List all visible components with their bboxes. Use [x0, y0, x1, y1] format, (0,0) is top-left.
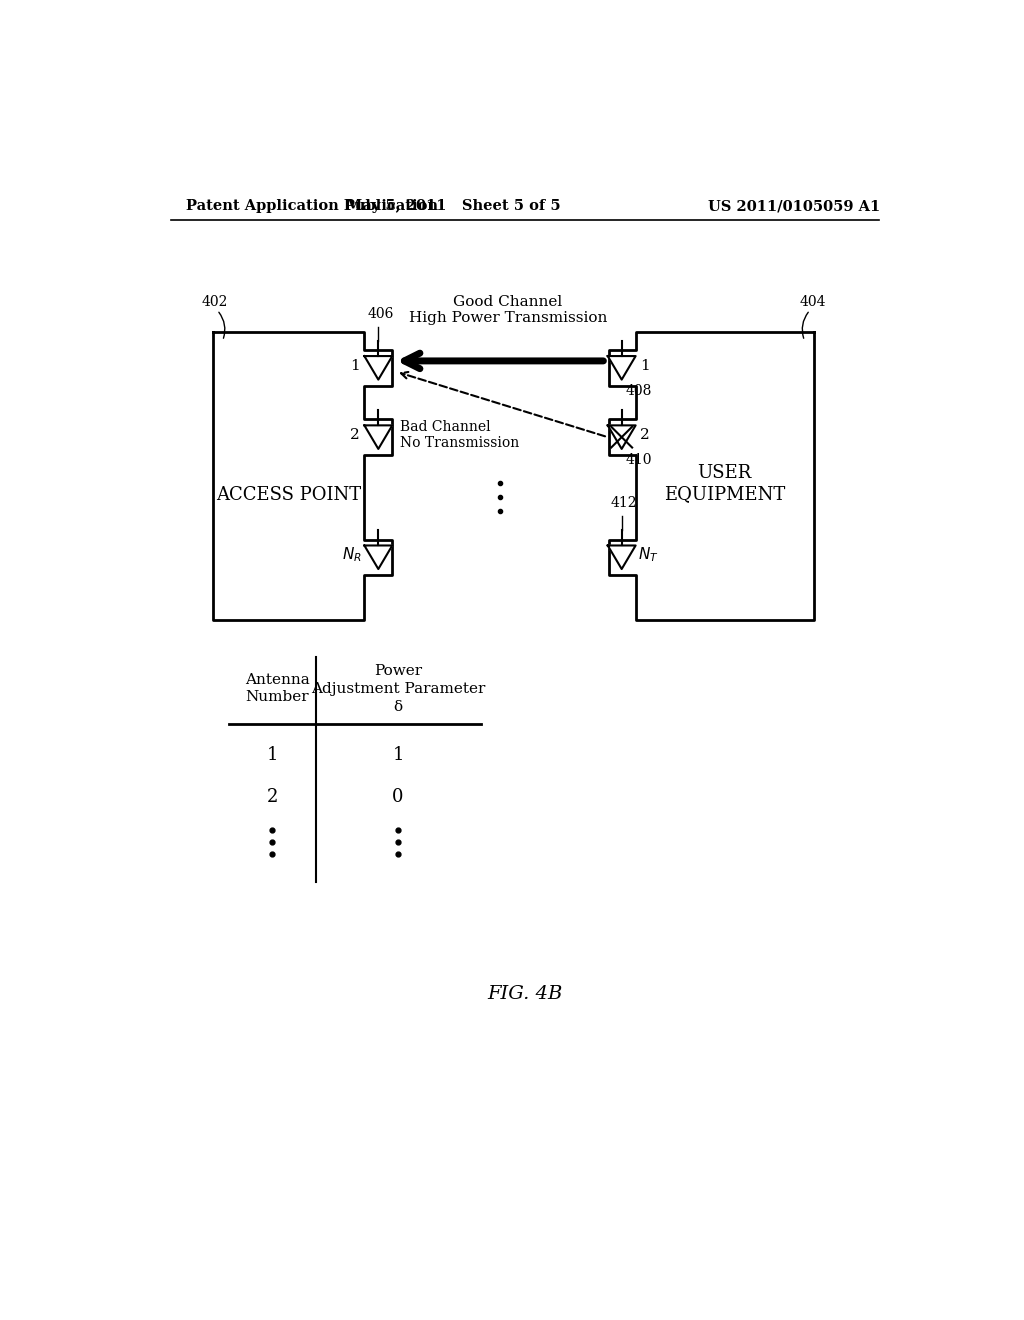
Polygon shape	[607, 356, 636, 380]
Text: 1: 1	[640, 359, 650, 372]
Text: Power: Power	[374, 664, 422, 678]
Text: 402: 402	[202, 296, 228, 309]
Text: 0: 0	[392, 788, 403, 807]
Text: 1: 1	[266, 746, 278, 764]
Text: Good Channel
High Power Transmission: Good Channel High Power Transmission	[409, 294, 607, 325]
Polygon shape	[607, 425, 636, 449]
Polygon shape	[365, 545, 392, 569]
Text: Number: Number	[246, 689, 309, 704]
Text: δ: δ	[393, 700, 402, 714]
Text: 408: 408	[626, 384, 652, 399]
Polygon shape	[365, 425, 392, 449]
Text: US 2011/0105059 A1: US 2011/0105059 A1	[709, 199, 881, 213]
Text: 406: 406	[368, 306, 394, 321]
Text: $N_T$: $N_T$	[638, 545, 658, 565]
Polygon shape	[607, 545, 636, 569]
Text: 410: 410	[626, 454, 652, 467]
Text: $N_R$: $N_R$	[342, 545, 362, 565]
Text: Antenna: Antenna	[245, 673, 309, 686]
Text: 412: 412	[610, 496, 637, 511]
Text: Patent Application Publication: Patent Application Publication	[186, 199, 438, 213]
Polygon shape	[365, 356, 392, 380]
Text: USER
EQUIPMENT: USER EQUIPMENT	[665, 465, 785, 503]
Text: ACCESS POINT: ACCESS POINT	[216, 486, 361, 504]
Text: 2: 2	[266, 788, 278, 807]
Text: 1: 1	[350, 359, 359, 372]
Text: Bad Channel
No Transmission: Bad Channel No Transmission	[400, 420, 519, 450]
Polygon shape	[608, 331, 814, 620]
Text: May 5, 2011   Sheet 5 of 5: May 5, 2011 Sheet 5 of 5	[346, 199, 561, 213]
Text: 404: 404	[799, 296, 825, 309]
Polygon shape	[213, 331, 391, 620]
Text: FIG. 4B: FIG. 4B	[487, 985, 562, 1003]
Text: 2: 2	[640, 428, 650, 442]
Text: 2: 2	[350, 428, 359, 442]
Text: 1: 1	[392, 746, 403, 764]
Text: Adjustment Parameter: Adjustment Parameter	[311, 682, 485, 696]
